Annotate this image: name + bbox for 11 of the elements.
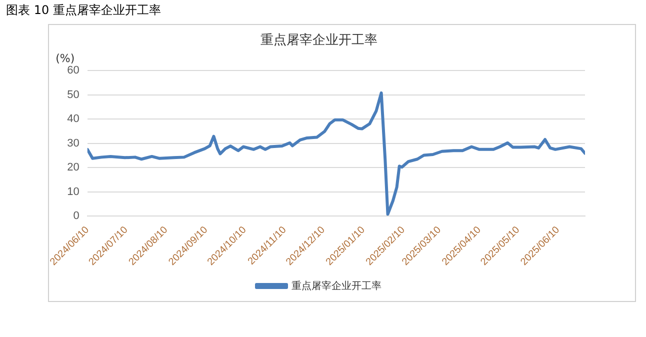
- y-tick-label: 30: [67, 137, 80, 150]
- y-tick-label: 0: [73, 210, 80, 222]
- text: 图表 10 重点屠宰企业开工率: [6, 2, 161, 19]
- y-tick-label: 60: [67, 64, 80, 77]
- y-axis-title: (%): [56, 52, 75, 65]
- y-tick-label: 40: [67, 113, 80, 126]
- y-tick-label: 50: [67, 88, 80, 101]
- y-tick-label: 10: [67, 186, 80, 198]
- y-tick-label: 20: [67, 162, 80, 174]
- legend-label: 重点屠宰企业开工率: [292, 280, 382, 292]
- chart-title: 重点屠宰企业开工率: [260, 32, 378, 48]
